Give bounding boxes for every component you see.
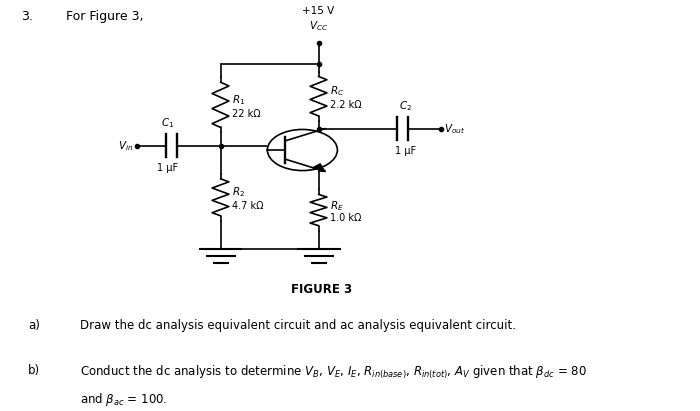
Text: +15 V: +15 V <box>302 7 335 16</box>
Text: $C_2$: $C_2$ <box>400 99 412 113</box>
Text: FIGURE 3: FIGURE 3 <box>291 283 353 296</box>
Text: b): b) <box>28 364 40 377</box>
Text: For Figure 3,: For Figure 3, <box>66 10 144 23</box>
Text: Draw the dc analysis equivalent circuit and ac analysis equivalent circuit.: Draw the dc analysis equivalent circuit … <box>80 319 517 332</box>
Text: 1.0 kΩ: 1.0 kΩ <box>330 213 361 223</box>
Text: $R_2$: $R_2$ <box>232 185 245 199</box>
Text: $V_{in}$: $V_{in}$ <box>118 139 133 153</box>
Text: $R_E$: $R_E$ <box>330 199 344 213</box>
Text: $R_C$: $R_C$ <box>330 84 344 98</box>
Text: a): a) <box>28 319 40 332</box>
Text: 1 μF: 1 μF <box>158 163 178 173</box>
Text: 2.2 kΩ: 2.2 kΩ <box>330 100 361 110</box>
Polygon shape <box>313 164 325 171</box>
Text: V$_{CC}$: V$_{CC}$ <box>309 19 328 33</box>
Text: $C_1$: $C_1$ <box>162 116 174 130</box>
Text: 3.: 3. <box>21 10 33 23</box>
Text: 4.7 kΩ: 4.7 kΩ <box>232 201 263 211</box>
Text: $R_1$: $R_1$ <box>232 93 245 107</box>
Text: and $\beta_{ac}$ = 100.: and $\beta_{ac}$ = 100. <box>80 391 168 408</box>
Text: 22 kΩ: 22 kΩ <box>232 109 260 119</box>
Text: 1 μF: 1 μF <box>395 146 416 156</box>
Text: $V_{out}$: $V_{out}$ <box>444 122 466 136</box>
Text: Conduct the dc analysis to determine $V_B$, $V_E$, $I_E$, $R_{in(base)}$, $R_{in: Conduct the dc analysis to determine $V_… <box>80 364 587 381</box>
